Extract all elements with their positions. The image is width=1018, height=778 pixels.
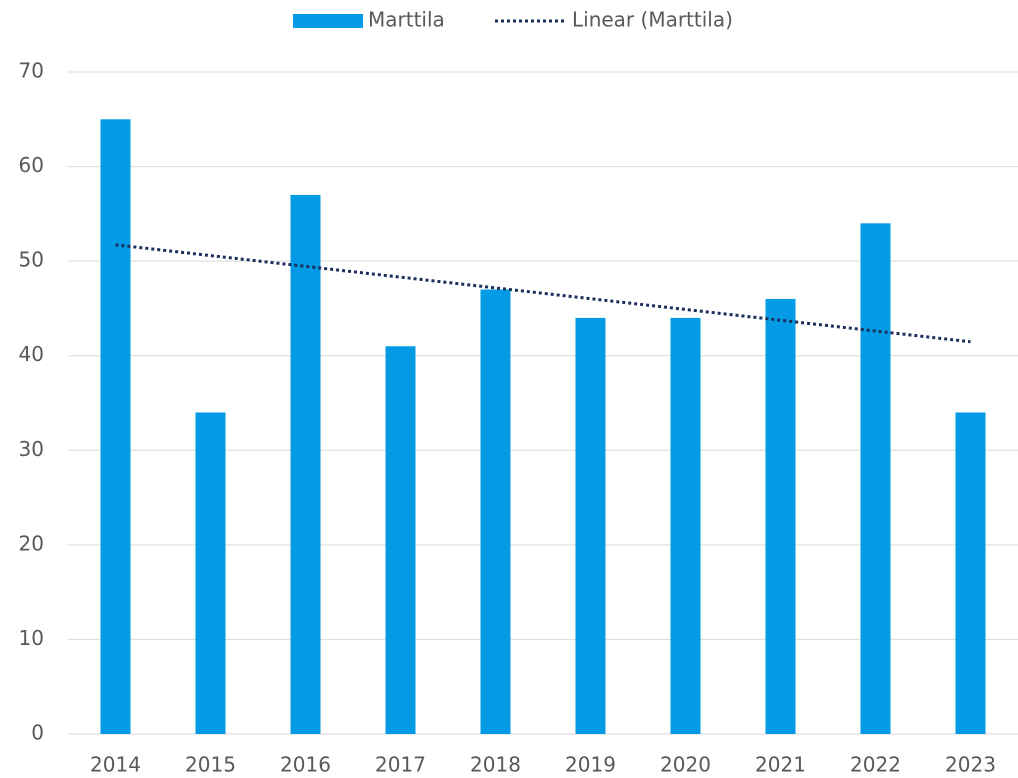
y-tick-label: 10 [19, 626, 44, 650]
x-tick-label: 2016 [280, 753, 331, 777]
x-tick-label: 2022 [850, 753, 901, 777]
bar [670, 317, 701, 734]
y-tick-label: 30 [19, 437, 44, 461]
x-tick-label: 2015 [185, 753, 236, 777]
bar [290, 194, 321, 734]
y-tick-label: 40 [19, 342, 44, 366]
x-tick-label: 2017 [375, 753, 426, 777]
x-tick-label: 2019 [565, 753, 616, 777]
x-tick-label: 2021 [755, 753, 806, 777]
x-tick-label: 2020 [660, 753, 711, 777]
legend-label: Marttila [368, 8, 445, 32]
y-tick-label: 70 [19, 59, 44, 83]
y-tick-label: 20 [19, 531, 44, 555]
bar [860, 223, 891, 735]
y-tick-label: 0 [31, 721, 44, 745]
bar [575, 317, 606, 734]
bar [765, 298, 796, 734]
y-tick-label: 60 [19, 153, 44, 177]
legend-swatch [293, 14, 363, 28]
bar [385, 346, 416, 734]
x-tick-label: 2014 [90, 753, 141, 777]
legend-label: Linear (Marttila) [572, 8, 733, 32]
y-tick-label: 50 [19, 248, 44, 272]
bar [955, 412, 986, 734]
bar [100, 119, 131, 735]
x-tick-label: 2023 [945, 753, 996, 777]
bar [195, 412, 226, 734]
trendline [115, 243, 971, 344]
bar [480, 289, 511, 734]
x-tick-label: 2018 [470, 753, 521, 777]
